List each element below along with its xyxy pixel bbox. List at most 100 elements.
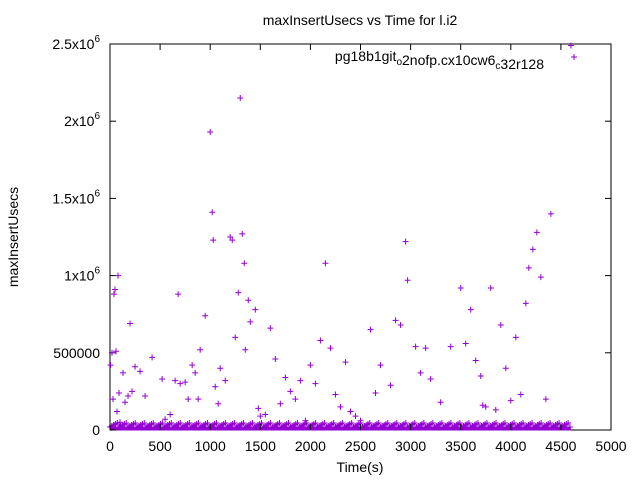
baseline-point bbox=[177, 420, 184, 426]
baseline-point bbox=[538, 420, 545, 426]
data-point bbox=[142, 393, 149, 400]
data-point bbox=[467, 306, 474, 313]
data-point bbox=[195, 396, 202, 403]
baseline-point bbox=[159, 420, 166, 426]
data-points bbox=[107, 42, 574, 426]
chart-title: maxInsertUsecs vs Time for l.i2 bbox=[263, 12, 458, 28]
baseline-point bbox=[384, 420, 391, 426]
data-point bbox=[262, 411, 269, 418]
data-point bbox=[402, 238, 409, 245]
data-point bbox=[175, 291, 182, 298]
x-tick-label: 1500 bbox=[245, 438, 276, 454]
baseline-point bbox=[114, 420, 121, 426]
baseline-point bbox=[456, 420, 463, 426]
baseline-point bbox=[483, 420, 490, 426]
data-point bbox=[172, 377, 179, 384]
baseline-point bbox=[168, 420, 175, 426]
data-point bbox=[337, 403, 344, 410]
data-point bbox=[109, 349, 116, 356]
data-point bbox=[192, 369, 199, 376]
plot-frame bbox=[109, 43, 612, 431]
baseline-point bbox=[438, 420, 445, 426]
data-point bbox=[137, 368, 144, 375]
data-point bbox=[113, 348, 120, 355]
y-axis-title: maxInsertUsecs bbox=[5, 187, 21, 287]
data-point bbox=[412, 343, 419, 350]
data-point bbox=[427, 376, 434, 383]
baseline-point bbox=[267, 420, 274, 426]
data-point bbox=[482, 403, 489, 410]
baseline-band bbox=[107, 420, 573, 431]
data-point bbox=[115, 272, 122, 279]
data-point bbox=[114, 408, 121, 415]
data-point bbox=[292, 396, 299, 403]
data-point bbox=[417, 369, 424, 376]
data-point bbox=[235, 289, 242, 296]
baseline-point bbox=[429, 420, 436, 426]
y-tick-label: 1.5x106 bbox=[52, 188, 100, 206]
data-point bbox=[189, 362, 196, 369]
data-point bbox=[241, 260, 248, 267]
data-point bbox=[257, 413, 264, 420]
data-point bbox=[162, 416, 169, 423]
data-point bbox=[287, 388, 294, 395]
x-tick-label: 500 bbox=[148, 438, 172, 454]
y-tick-label: 0 bbox=[92, 422, 100, 438]
x-tick-label: 0 bbox=[106, 438, 114, 454]
data-point bbox=[472, 357, 479, 364]
baseline-point bbox=[411, 420, 418, 426]
baseline-point bbox=[375, 420, 382, 426]
baseline-point bbox=[556, 420, 563, 426]
data-point bbox=[255, 405, 262, 412]
x-tick-label: 4500 bbox=[545, 438, 576, 454]
data-point bbox=[232, 334, 239, 341]
baseline-point bbox=[312, 420, 319, 426]
data-point bbox=[207, 129, 214, 136]
data-point bbox=[149, 354, 156, 361]
x-tick-label: 3000 bbox=[395, 438, 426, 454]
data-point bbox=[122, 399, 129, 406]
data-point bbox=[392, 317, 399, 324]
data-point bbox=[497, 322, 504, 329]
data-point bbox=[377, 362, 384, 369]
data-point bbox=[116, 389, 123, 396]
data-point bbox=[357, 417, 364, 424]
data-point bbox=[209, 209, 216, 216]
baseline-point bbox=[366, 420, 373, 426]
data-point bbox=[317, 337, 324, 344]
baseline-point bbox=[204, 420, 211, 426]
x-tick-label: 3500 bbox=[445, 438, 476, 454]
x-tick-label: 5000 bbox=[595, 438, 626, 454]
baseline-point bbox=[511, 420, 518, 426]
y-tick-label: 500000 bbox=[53, 345, 100, 361]
x-tick-label: 2000 bbox=[295, 438, 326, 454]
baseline-point bbox=[393, 420, 400, 426]
data-point bbox=[111, 291, 118, 298]
data-point bbox=[332, 391, 339, 398]
y-tick-label: 2x106 bbox=[64, 111, 100, 129]
baseline-point bbox=[547, 420, 554, 426]
baseline-point bbox=[566, 424, 573, 430]
data-point bbox=[227, 234, 234, 240]
data-point bbox=[522, 300, 529, 307]
data-point bbox=[352, 413, 359, 420]
data-point bbox=[177, 380, 184, 387]
data-point bbox=[242, 346, 249, 353]
data-point bbox=[502, 365, 509, 372]
x-tick-label: 4000 bbox=[495, 438, 526, 454]
data-point bbox=[215, 400, 222, 407]
data-point bbox=[529, 246, 536, 253]
data-point bbox=[487, 284, 494, 291]
baseline-point bbox=[348, 420, 355, 426]
baseline-fill bbox=[110, 426, 571, 431]
baseline-point bbox=[339, 420, 346, 426]
baseline-point bbox=[141, 420, 148, 426]
data-point bbox=[372, 389, 379, 396]
data-point bbox=[492, 406, 499, 413]
data-point bbox=[457, 284, 464, 291]
data-point bbox=[110, 396, 117, 403]
data-point bbox=[212, 383, 219, 390]
baseline-point bbox=[474, 420, 481, 426]
legend-label: pg18b1gito2nofp.cx10cw6c32r128 bbox=[335, 48, 544, 72]
data-point bbox=[387, 382, 394, 389]
